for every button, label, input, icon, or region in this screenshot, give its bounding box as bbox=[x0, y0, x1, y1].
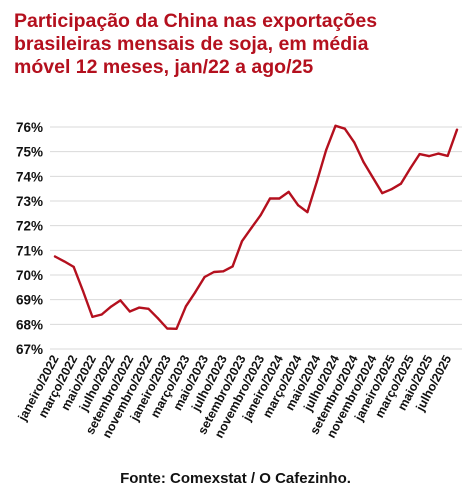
data-point bbox=[100, 313, 103, 316]
data-point bbox=[409, 167, 412, 170]
data-point bbox=[437, 152, 440, 155]
data-point bbox=[287, 190, 290, 193]
source-note: Fonte: Comexstat / O Cafezinho. bbox=[120, 470, 351, 487]
data-point bbox=[240, 240, 244, 243]
y-tick-label: 74% bbox=[16, 169, 43, 184]
data-point bbox=[128, 310, 131, 313]
data-point bbox=[72, 265, 75, 268]
data-point bbox=[399, 182, 403, 185]
data-point bbox=[325, 149, 328, 152]
y-tick-label: 69% bbox=[16, 293, 43, 308]
data-point bbox=[138, 306, 141, 309]
data-point bbox=[353, 141, 356, 144]
data-point bbox=[156, 317, 159, 320]
data-point bbox=[315, 180, 318, 183]
chart-title-line-3: móvel 12 meses, jan/22 a ago/25 bbox=[14, 56, 314, 78]
data-point bbox=[231, 265, 234, 268]
data-point bbox=[166, 327, 169, 330]
y-tick-label: 75% bbox=[16, 145, 43, 160]
data-point bbox=[381, 192, 384, 195]
y-tick-label: 76% bbox=[16, 120, 43, 135]
data-point bbox=[362, 160, 365, 164]
data-point bbox=[259, 213, 262, 217]
data-point bbox=[278, 197, 281, 200]
data-point bbox=[109, 305, 113, 308]
data-point bbox=[296, 204, 300, 207]
data-point bbox=[212, 270, 216, 274]
y-tick-label: 67% bbox=[16, 342, 43, 357]
data-point bbox=[194, 291, 197, 294]
data-point bbox=[268, 197, 272, 200]
chart-title-line-2: brasileiras mensais de soja, em média bbox=[14, 33, 369, 55]
data-point bbox=[371, 176, 374, 179]
y-tick-label: 70% bbox=[16, 268, 43, 283]
data-point bbox=[334, 124, 337, 127]
data-point bbox=[81, 289, 85, 293]
data-point bbox=[418, 153, 421, 156]
y-axis-tick-labels: 67% 68% 69% 70% 71% 72% 73% 74% 75% 76% bbox=[16, 120, 43, 357]
x-axis-tick-labels: janeiro/2022março/2022maio/2022julho/202… bbox=[15, 353, 454, 441]
series-layer bbox=[53, 124, 459, 330]
data-point bbox=[91, 315, 94, 319]
data-point bbox=[203, 275, 206, 279]
gridlines bbox=[50, 126, 462, 350]
chart-title-line-1: Participação da China nas exportações bbox=[14, 10, 378, 32]
y-tick-label: 68% bbox=[16, 317, 43, 332]
data-point bbox=[222, 270, 225, 273]
y-tick-label: 71% bbox=[16, 243, 43, 258]
data-point bbox=[147, 307, 150, 310]
data-point bbox=[343, 127, 346, 130]
data-point bbox=[175, 327, 178, 330]
data-point bbox=[446, 154, 449, 157]
data-point bbox=[250, 227, 253, 230]
data-point bbox=[53, 255, 57, 258]
data-point bbox=[184, 305, 187, 308]
data-point bbox=[455, 128, 459, 131]
data-point bbox=[306, 211, 309, 214]
data-point bbox=[119, 299, 122, 302]
data-point bbox=[63, 260, 66, 263]
series-line bbox=[53, 124, 459, 330]
chart-title: Participação da China nas exportações br… bbox=[14, 10, 464, 79]
data-point bbox=[390, 188, 393, 191]
y-tick-label: 72% bbox=[16, 219, 43, 234]
y-tick-label: 73% bbox=[16, 194, 43, 209]
data-point bbox=[427, 155, 431, 158]
